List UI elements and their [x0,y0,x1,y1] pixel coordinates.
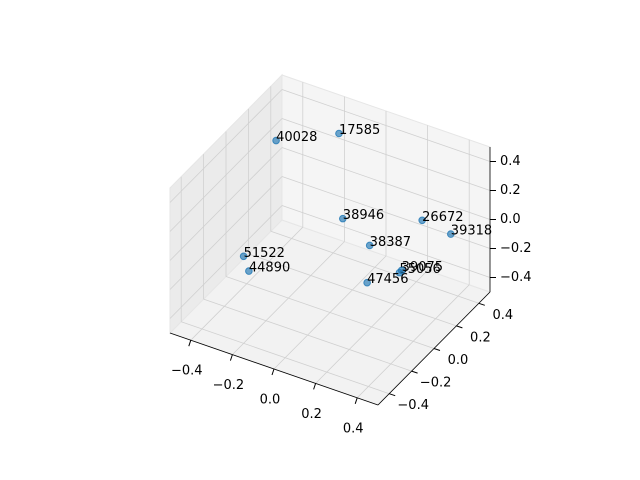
tick-mark [188,340,192,347]
point-label: 17585 [339,123,380,138]
grid-line [248,253,457,327]
y-tick-label: 0.4 [492,308,513,323]
y-axis [377,291,491,406]
tick-mark [389,393,396,397]
point [245,267,253,275]
point-label: 44890 [249,261,290,276]
point-label: 26672 [422,210,463,225]
z-tick-label: 0.4 [500,154,521,169]
grid-line [281,118,491,191]
point-label: 55056 [399,262,440,277]
point [397,266,406,275]
grid-line [169,205,283,319]
point [239,252,248,261]
point-label: 38946 [343,208,384,223]
point-label: 47456 [367,272,408,287]
grid-line [169,176,283,290]
tick-mark [478,302,485,306]
grid-line [281,89,491,162]
x-axis [169,332,379,406]
x-tick-label: −0.4 [171,364,203,379]
tick-mark [354,397,358,404]
z-tick-label: 0.2 [500,183,521,198]
grid-line [225,276,435,349]
x-tick-label: −0.2 [213,378,245,393]
grid-line [270,230,479,304]
z-tick-label: −0.4 [500,270,532,285]
point-label: 40028 [276,130,317,145]
point [363,278,371,287]
x-tick-label: 0.4 [343,421,364,436]
point-label: 39075 [402,260,443,275]
tick-mark [456,325,463,329]
tick-mark [433,348,441,351]
tick-mark [271,368,275,376]
grid-line [181,321,390,395]
z-tick-label: −0.2 [500,241,532,256]
grid-line [281,147,491,220]
grid-line [169,147,283,261]
grid-line [281,176,491,249]
point [365,241,374,250]
point [272,136,280,145]
tick-mark [313,383,317,390]
point [335,129,343,138]
grid-line [169,89,283,203]
y-tick-label: 0.0 [448,353,469,368]
point [418,216,426,225]
point-label: 38387 [370,235,411,250]
y-tick-label: 0.2 [470,330,491,345]
x-tick-label: 0.2 [301,407,322,422]
y-tick-label: −0.4 [397,398,429,413]
grid-line [203,298,412,372]
tick-mark [411,370,418,374]
grid-line [281,205,491,278]
point-label: 51522 [244,246,285,261]
point [339,214,347,223]
grid-line [169,118,283,232]
z-tick-label: 0.0 [500,212,521,227]
point [447,230,455,238]
point-label: 39318 [451,224,492,239]
y-tick-label: −0.2 [420,376,452,391]
tick-mark [229,354,233,361]
x-tick-label: 0.0 [260,393,281,408]
